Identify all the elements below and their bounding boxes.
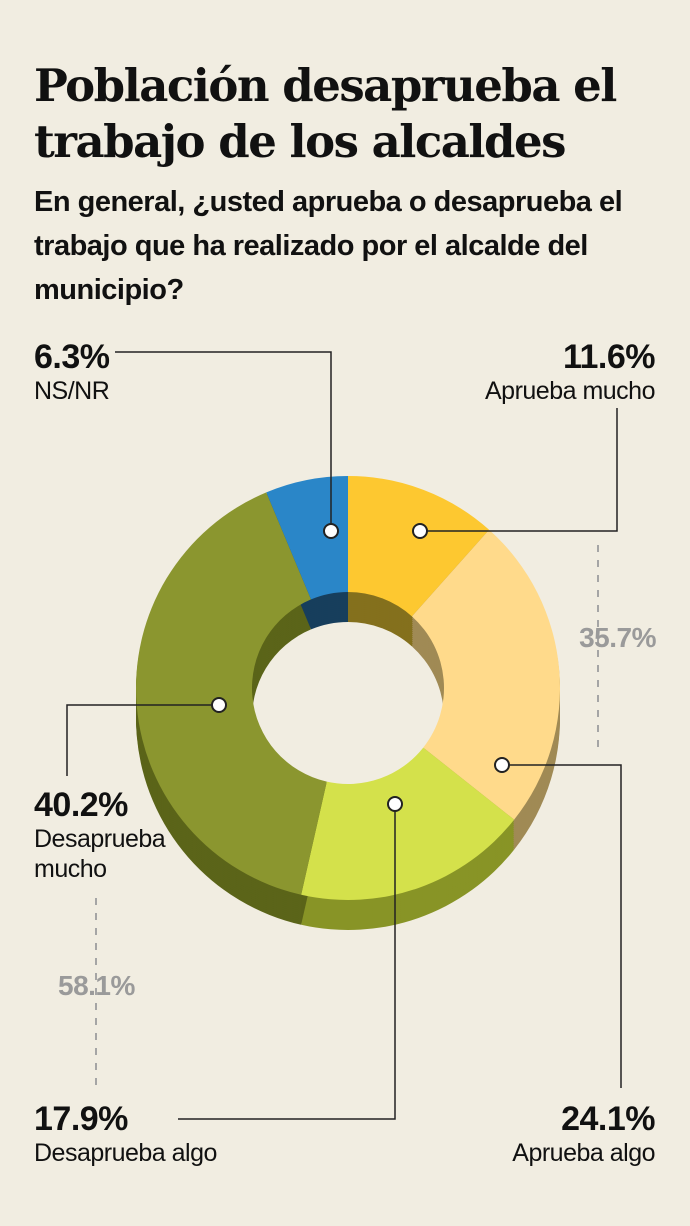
label-desaprueba-algo-name: Desaprueba algo — [34, 1139, 217, 1167]
leader-line-aprueba-mucho — [420, 408, 618, 532]
label-desaprueba-mucho: 40.2% Desaprueba mucho — [34, 786, 166, 884]
label-aprueba-algo-pct: 24.1% — [561, 1100, 655, 1138]
slice-aprueba-algo — [411, 529, 560, 820]
label-aprueba-algo-name: Aprueba algo — [512, 1139, 655, 1167]
slice-markers — [211, 523, 510, 812]
label-desaprueba-mucho-name-2: mucho — [34, 855, 107, 883]
marker-desaprueba-algo — [387, 796, 403, 812]
slice-desaprueba-algo — [301, 747, 515, 900]
leader-line-nsnr — [115, 351, 332, 531]
group-total-aprueba: 35.7% — [579, 622, 656, 653]
slice-desaprueba-mucho — [136, 492, 327, 895]
leader-lines — [66, 351, 622, 1120]
label-nsnr-pct: 6.3% — [34, 338, 110, 376]
marker-aprueba-mucho — [412, 523, 428, 539]
chart-subtitle: En general, ¿usted aprueba o desaprueba … — [34, 186, 623, 306]
marker-nsnr — [323, 523, 339, 539]
label-nsnr: 6.3% NS/NR — [34, 338, 110, 406]
marker-desaprueba-mucho — [211, 697, 227, 713]
label-aprueba-mucho-name: Aprueba mucho — [484, 377, 656, 405]
label-nsnr-name: NS/NR — [34, 377, 110, 405]
donut-slices — [136, 476, 560, 900]
group-total-desaprueba: 58.1% — [58, 970, 135, 1001]
label-desaprueba-algo-pct: 17.9% — [34, 1100, 128, 1138]
chart-title: Población desaprueba el trabajo de los a… — [34, 59, 617, 168]
label-aprueba-algo: 24.1% Aprueba algo — [512, 1100, 655, 1168]
slice-aprueba-mucho — [348, 476, 490, 617]
label-aprueba-mucho: 11.6% Aprueba mucho — [484, 338, 656, 406]
leader-line-desaprueba-mucho — [66, 704, 219, 776]
marker-aprueba-algo — [494, 757, 510, 773]
label-desaprueba-algo: 17.9% Desaprueba algo — [34, 1100, 217, 1168]
leader-line-aprueba-algo — [502, 764, 622, 1088]
label-aprueba-mucho-pct: 11.6% — [562, 338, 656, 376]
label-desaprueba-mucho-name-1: Desaprueba — [34, 825, 166, 853]
leader-line-desaprueba-algo — [178, 804, 396, 1120]
slice-nsnr — [266, 476, 348, 600]
label-desaprueba-mucho-pct: 40.2% — [34, 786, 128, 824]
